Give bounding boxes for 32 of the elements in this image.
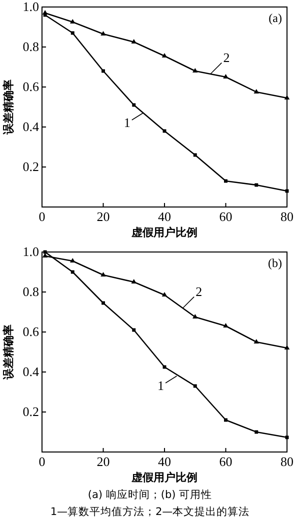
- x-tick-label: 40: [158, 209, 171, 224]
- y-axis-title: 误差精确率: [2, 324, 15, 380]
- y-axis-title: 误差精确率: [2, 80, 15, 136]
- y-tick-label: 0.2: [22, 159, 39, 174]
- annotation: 2: [223, 50, 230, 65]
- x-axis-title: 虚假用户比例: [130, 471, 198, 484]
- y-tick-label: 0.6: [22, 324, 40, 339]
- x-tick-label: 60: [219, 209, 232, 224]
- text: (a) 响应时间；(b) 可用性: [88, 488, 212, 501]
- y-tick-label: 0.2: [22, 404, 39, 419]
- chart-title: (b): [268, 256, 282, 270]
- annotation: 2: [196, 284, 202, 299]
- x-tick-label: 80: [280, 454, 294, 469]
- y-tick-label: 1.0: [22, 0, 39, 14]
- x-tick-label: 80: [280, 209, 294, 224]
- y-tick-label: 0.8: [22, 39, 39, 54]
- x-tick-label: 60: [219, 454, 232, 469]
- annotation: 1: [124, 115, 130, 130]
- x-tick-label: 20: [96, 454, 110, 469]
- x-axis-title: 虚假用户比例: [130, 226, 198, 239]
- x-tick-label: 0: [38, 454, 46, 469]
- text: 1—算数平均值方法；2—本文提出的算法: [50, 505, 250, 518]
- annotation: 1: [158, 378, 164, 393]
- y-tick-label: 0.4: [22, 364, 40, 379]
- chart-title: (a): [268, 11, 282, 25]
- y-tick-label: 0.8: [22, 284, 39, 299]
- x-tick-label: 40: [158, 454, 171, 469]
- x-tick-label: 0: [38, 209, 46, 224]
- x-tick-label: 20: [96, 209, 110, 224]
- y-tick-label: 0.4: [22, 119, 40, 134]
- y-tick-label: 1.0: [22, 244, 39, 259]
- y-tick-label: 0.6: [22, 79, 40, 94]
